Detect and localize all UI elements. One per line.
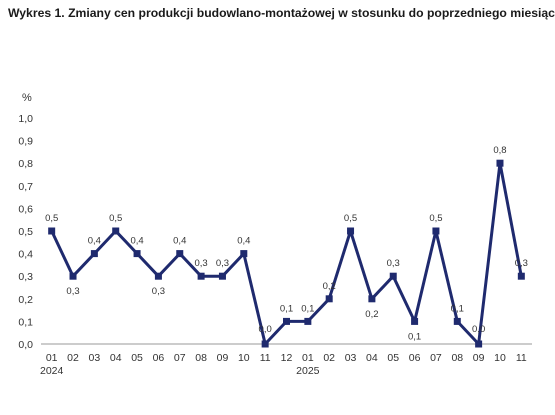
x-tick-label: 12 xyxy=(281,352,293,364)
data-label: 0,4 xyxy=(88,236,101,247)
x-tick-label: 03 xyxy=(89,352,101,364)
x-tick-label: 03 xyxy=(345,352,357,364)
x-tick-label: 09 xyxy=(473,352,485,364)
year-label: 2024 xyxy=(40,365,64,377)
x-tick-label: 01 xyxy=(302,352,314,364)
data-point-marker xyxy=(283,317,290,325)
data-point-marker xyxy=(197,272,205,280)
data-label: 0,3 xyxy=(216,258,229,269)
series-polyline xyxy=(50,161,523,346)
data-point-marker xyxy=(347,227,355,235)
y-tick-label: 0,0 xyxy=(18,339,33,351)
y-tick-label: 0,3 xyxy=(18,271,33,283)
y-axis-label: % xyxy=(22,92,32,104)
data-label: 0,8 xyxy=(493,145,506,156)
year-label: 2025 xyxy=(296,365,320,377)
data-points xyxy=(48,159,525,348)
data-label: 0,1 xyxy=(451,303,464,314)
x-tick-label: 09 xyxy=(217,352,229,364)
data-point-marker xyxy=(389,272,397,280)
data-label: 0,4 xyxy=(237,236,250,247)
data-label: 0,4 xyxy=(130,236,143,247)
x-tick-label: 02 xyxy=(67,352,79,364)
x-tick-label: 05 xyxy=(387,352,399,364)
data-point-marker xyxy=(112,227,120,235)
data-point-marker xyxy=(368,295,376,303)
x-tick-label: 08 xyxy=(195,352,207,364)
x-tick-label: 11 xyxy=(516,352,527,364)
x-tick-label: 06 xyxy=(153,352,165,364)
x-tick-label: 11 xyxy=(260,352,271,364)
data-label: 0,5 xyxy=(45,213,58,224)
y-tick-labels: 0,0 0,1 0,2 0,3 0,4 0,5 0,6 0,7 0,8 0,9 1,0 xyxy=(18,113,33,351)
chart-title: Wykres 1. Zmiany cen produkcji budowlano… xyxy=(8,6,555,20)
data-point-marker xyxy=(517,272,525,280)
data-point-marker xyxy=(218,272,226,280)
data-point-marker xyxy=(496,159,504,167)
data-point-marker xyxy=(48,227,56,235)
data-label: 0,0 xyxy=(472,324,485,335)
x-tick-label: 07 xyxy=(174,352,186,364)
data-label: 0,3 xyxy=(194,258,207,269)
x-tick-label: 08 xyxy=(451,352,463,364)
x-tick-label: 01 xyxy=(46,352,58,364)
data-label: 0,1 xyxy=(280,303,293,314)
x-tick-label: 05 xyxy=(131,352,143,364)
y-tick-label: 0,1 xyxy=(18,316,33,328)
data-label: 0,3 xyxy=(152,286,165,297)
data-point-marker xyxy=(432,227,440,235)
data-label: 0,5 xyxy=(344,213,357,224)
data-point-marker xyxy=(411,317,419,325)
y-tick-label: 0,9 xyxy=(18,136,33,148)
data-point-marker xyxy=(176,250,184,258)
x-tick-label: 10 xyxy=(494,352,506,364)
data-label: 0,4 xyxy=(173,236,186,247)
data-label: 0,2 xyxy=(365,309,378,320)
data-label: 0,5 xyxy=(109,213,122,224)
x-tick-labels: 01 02 03 04 05 06 07 08 09 10 11 12 01 02 03 04 05 06 07 08… xyxy=(40,352,527,377)
data-point-marker xyxy=(475,340,483,348)
x-tick-label: 07 xyxy=(430,352,442,364)
x-tick-label: 02 xyxy=(323,352,335,364)
data-point-marker xyxy=(154,272,162,280)
y-tick-label: 0,5 xyxy=(18,226,33,238)
x-tick-label: 06 xyxy=(409,352,421,364)
data-point-marker xyxy=(453,317,461,325)
data-point-marker xyxy=(90,250,98,258)
data-label: 0,0 xyxy=(259,324,272,335)
chart-axes: % xyxy=(22,92,532,345)
y-tick-label: 1,0 xyxy=(18,113,33,125)
data-label: 0,2 xyxy=(323,281,336,292)
y-tick-label: 0,7 xyxy=(18,181,33,193)
y-tick-label: 0,4 xyxy=(18,249,33,261)
y-tick-label: 0,6 xyxy=(18,203,33,215)
data-label: 0,3 xyxy=(387,258,400,269)
data-point-marker xyxy=(261,340,269,348)
x-tick-label: 04 xyxy=(110,352,122,364)
data-point-marker xyxy=(325,295,333,303)
data-point-marker xyxy=(304,317,312,325)
x-tick-label: 04 xyxy=(366,352,378,364)
data-label: 0,3 xyxy=(515,258,528,269)
data-label: 0,1 xyxy=(408,331,421,342)
data-labels: 0,5 0,3 0,4 0,5 0,4 0,3 0,4 0,3 0,3 0,4 0,0 0,1 0,1 0… xyxy=(45,145,528,342)
data-label: 0,1 xyxy=(301,303,314,314)
data-point-marker xyxy=(133,250,141,258)
y-tick-label: 0,2 xyxy=(18,294,33,306)
x-tick-label: 10 xyxy=(238,352,250,364)
data-label: 0,3 xyxy=(66,286,79,297)
y-tick-label: 0,8 xyxy=(18,158,33,170)
series-line xyxy=(50,161,523,346)
data-point-marker xyxy=(69,272,77,280)
data-label: 0,5 xyxy=(429,213,442,224)
data-point-marker xyxy=(240,250,248,258)
